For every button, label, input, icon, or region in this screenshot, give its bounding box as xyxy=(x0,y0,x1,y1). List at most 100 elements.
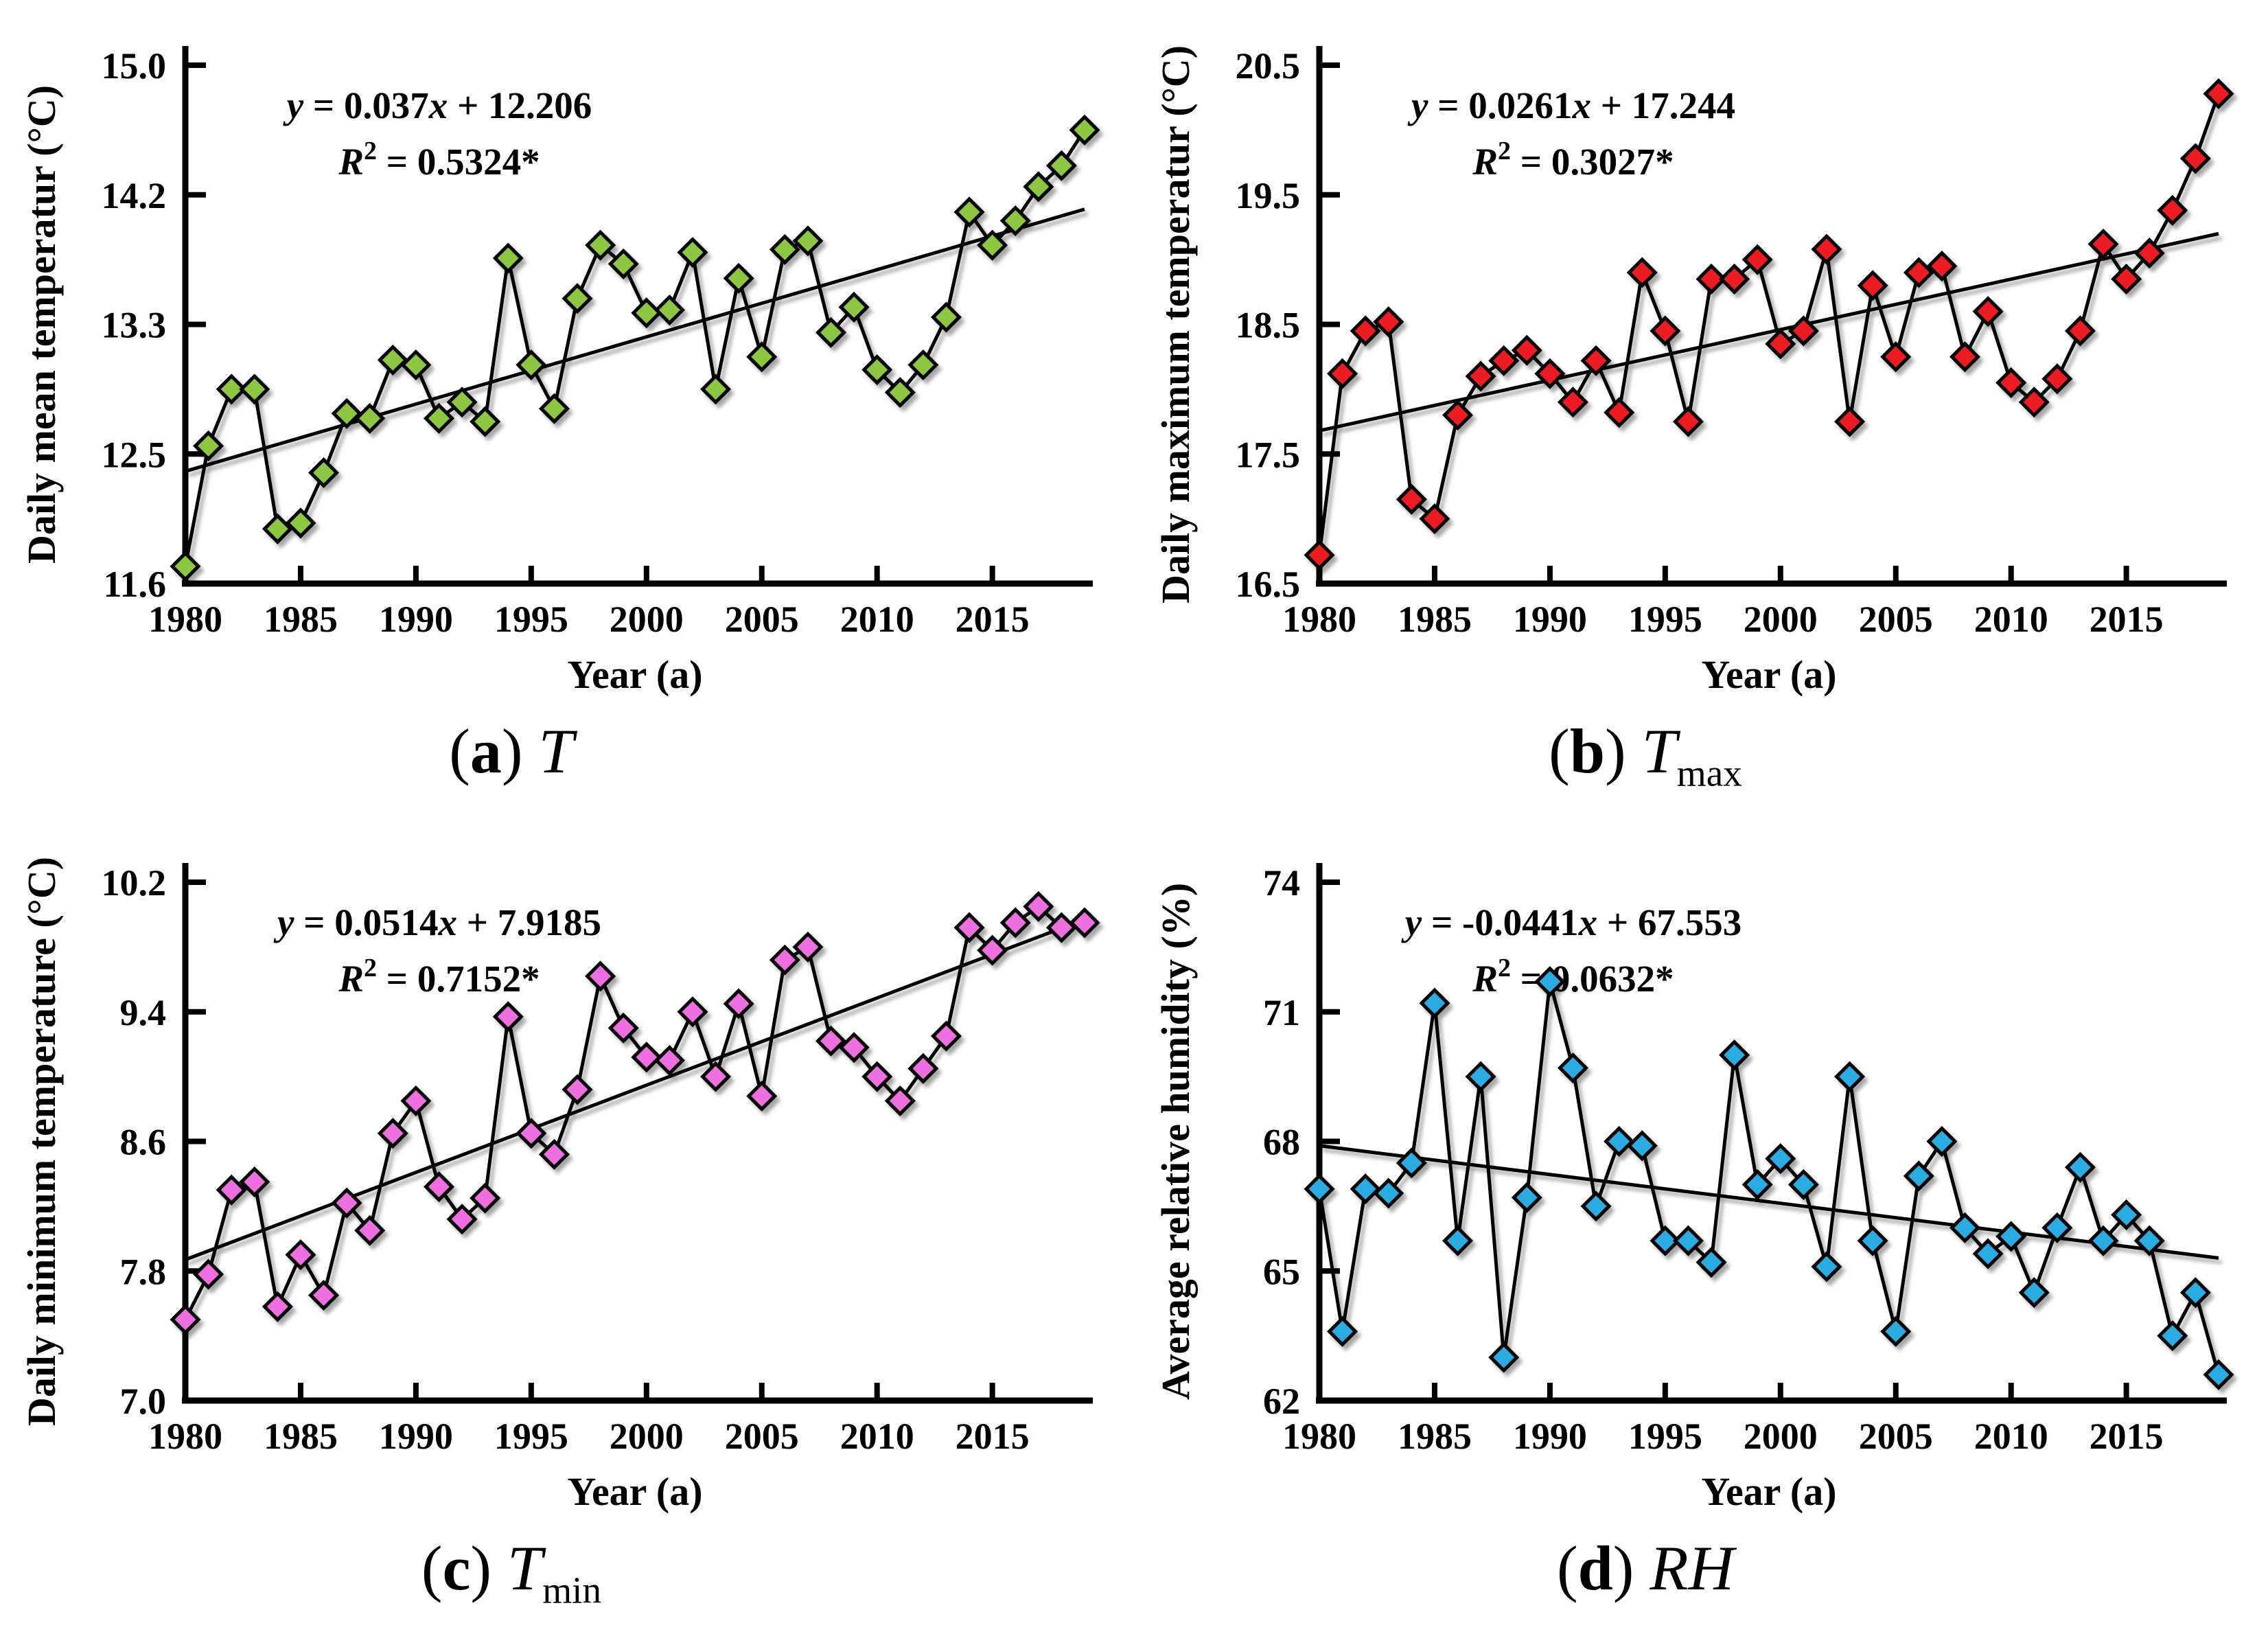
data-point xyxy=(1304,1173,1335,1205)
data-point xyxy=(1787,1169,1819,1200)
data-point xyxy=(769,233,800,265)
data-point xyxy=(1811,233,1842,265)
data-point xyxy=(1903,257,1934,288)
data-series-line xyxy=(1317,93,2221,555)
data-point xyxy=(377,344,408,376)
data-point xyxy=(308,1280,340,1311)
y-tick-label: 74 xyxy=(1263,862,1300,904)
r-squared-value: R2 = 0.3027* xyxy=(1472,137,1674,183)
data-point xyxy=(239,1166,270,1198)
data-point xyxy=(930,301,962,333)
y-tick-label: 20.5 xyxy=(1236,45,1301,87)
y-tick-label: 68 xyxy=(1263,1122,1300,1163)
x-tick-label: 1995 xyxy=(1628,1416,1702,1457)
trend-line xyxy=(185,207,1085,473)
data-point xyxy=(1696,1247,1727,1278)
data-point xyxy=(2179,1277,2211,1309)
r-squared-value: R2 = 0.5324* xyxy=(338,137,540,183)
data-point xyxy=(1972,1238,2004,1269)
chart-canvas-b: 16.5 17.5 18.5 19.5 20.5 1980 1985 1990 1995 2000… xyxy=(1153,45,2234,697)
data-point xyxy=(2041,1212,2073,1243)
y-tick-label: 12.5 xyxy=(102,434,167,475)
x-tick-label: 2000 xyxy=(610,1416,684,1457)
x-tick-label: 1980 xyxy=(148,1416,222,1457)
data-point xyxy=(2018,387,2050,418)
data-point xyxy=(1396,483,1427,515)
r-squared-value: R2 = 0.0632* xyxy=(1472,954,1674,1000)
data-point xyxy=(1465,1061,1496,1092)
caption-symbol: T xyxy=(1641,716,1677,786)
data-point xyxy=(308,457,340,489)
data-point xyxy=(907,349,939,381)
data-point xyxy=(193,1258,224,1290)
y-tick-label: 16.5 xyxy=(1236,564,1301,605)
data-point xyxy=(1672,406,1704,437)
data-point xyxy=(585,229,616,261)
data-point xyxy=(239,373,270,405)
data-point xyxy=(700,1061,732,1092)
data-point xyxy=(2111,1199,2142,1230)
data-point xyxy=(653,294,685,326)
plot-content xyxy=(1304,966,2234,1390)
caption-paren-open: ( xyxy=(1549,716,1570,786)
data-point xyxy=(538,393,570,424)
data-point xyxy=(2018,1277,2050,1309)
data-point xyxy=(1741,1169,1773,1200)
chart-canvas-d: 62 65 68 71 74 1980 1985 1990 1995 2000 2005 2010 20… xyxy=(1153,862,2234,1514)
data-point xyxy=(723,262,754,294)
y-tick-label: 17.5 xyxy=(1236,434,1301,475)
y-tick-label: 8.6 xyxy=(120,1122,167,1163)
data-point xyxy=(1419,503,1450,535)
data-point xyxy=(1765,328,1796,360)
y-axis-title: Average relative humidity (%) xyxy=(1153,883,1198,1400)
x-tick-label: 1985 xyxy=(264,1416,338,1457)
data-point xyxy=(746,1080,778,1112)
caption-letter: a xyxy=(470,716,502,786)
data-point xyxy=(1626,1130,1658,1162)
data-point xyxy=(262,513,293,544)
data-point xyxy=(1903,1160,1934,1192)
axes: 16.5 17.5 18.5 19.5 20.5 1980 1985 1990 1995 2000… xyxy=(1153,45,2227,697)
data-point xyxy=(1327,1315,1358,1347)
data-point xyxy=(2087,1225,2119,1256)
caption-paren-open: ( xyxy=(449,716,470,786)
axes: 7.0 7.8 8.6 9.4 10.2 1980 1985 1990 1995 2000 2005… xyxy=(19,857,1093,1514)
r-squared-value: R2 = 0.7152* xyxy=(338,954,540,1000)
data-point xyxy=(608,1012,639,1044)
x-tick-label: 1990 xyxy=(1513,1416,1587,1457)
data-point xyxy=(1857,270,1888,301)
data-point xyxy=(1069,114,1100,146)
data-point xyxy=(470,1182,501,1214)
data-point xyxy=(446,1204,478,1235)
y-tick-label: 11.6 xyxy=(103,564,166,605)
plot-content xyxy=(170,890,1100,1335)
caption-symbol: RH xyxy=(1650,1533,1735,1603)
x-tick-label: 1995 xyxy=(1628,599,1702,640)
x-axis-title: Year (a) xyxy=(1701,652,1836,697)
x-tick-label: 2005 xyxy=(725,1416,799,1457)
y-axis-title: Daily mean temperatur (°C) xyxy=(19,85,64,564)
x-tick-label: 2000 xyxy=(1744,1416,1818,1457)
data-point xyxy=(1511,1182,1542,1213)
data-point xyxy=(354,402,386,434)
data-point xyxy=(193,430,224,461)
data-point xyxy=(1719,1039,1750,1071)
data-point xyxy=(1396,1147,1427,1179)
data-point xyxy=(400,349,432,381)
caption-letter: d xyxy=(1577,1533,1613,1603)
x-tick-label: 2015 xyxy=(956,599,1030,640)
data-point xyxy=(285,1239,316,1271)
axes: 62 65 68 71 74 1980 1985 1990 1995 2000 2005 2010 20… xyxy=(1153,862,2227,1514)
data-point xyxy=(608,248,639,279)
data-point xyxy=(653,1044,685,1077)
data-point xyxy=(1580,345,1612,376)
data-point xyxy=(1442,1225,1474,1256)
data-point xyxy=(1580,1190,1612,1222)
y-axis-title: Daily maximum temperatur (°C) xyxy=(1153,45,1198,603)
y-tick-label: 18.5 xyxy=(1236,305,1301,346)
data-point xyxy=(1811,1251,1842,1282)
data-point-markers xyxy=(1304,966,2234,1390)
chart-canvas-c: 7.0 7.8 8.6 9.4 10.2 1980 1985 1990 1995 2000 2005… xyxy=(19,857,1100,1514)
data-point xyxy=(2179,143,2211,174)
